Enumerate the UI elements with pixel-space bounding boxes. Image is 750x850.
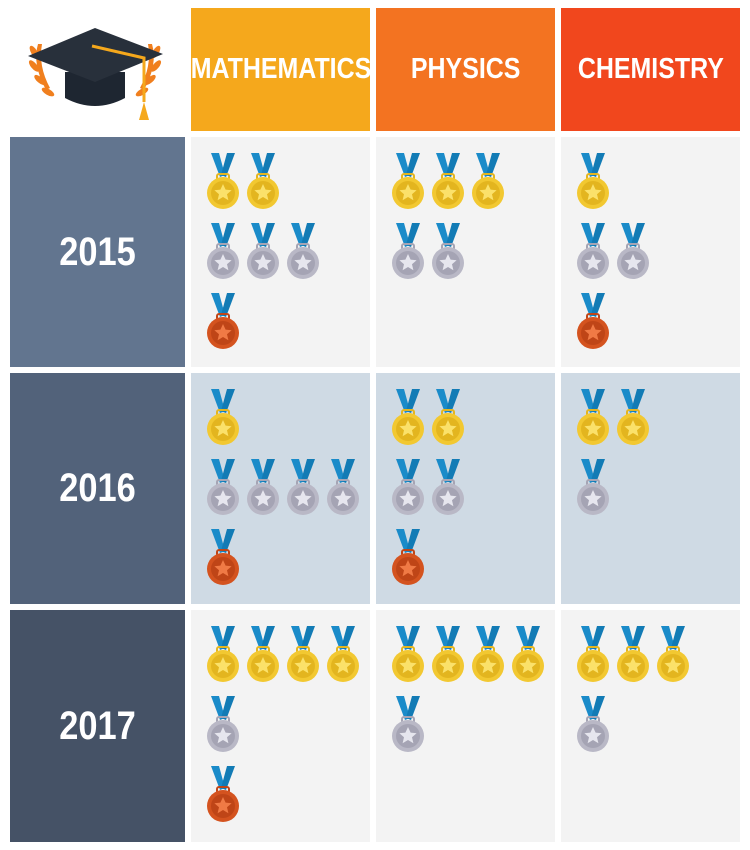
- gold-medal-icon: [472, 153, 504, 209]
- cell-2017-mathematics: [191, 610, 370, 842]
- silver-medal-icon: [327, 459, 359, 515]
- bronze-medal-icon: [207, 293, 239, 349]
- silver-medal-icon: [207, 223, 239, 279]
- silver-medal-icon: [207, 459, 239, 515]
- gold-medal-icon: [392, 153, 424, 209]
- bronze-medal-icon: [207, 766, 239, 822]
- cell-2016-physics: [376, 373, 555, 604]
- silver-medal-icon: [392, 223, 424, 279]
- silver-medal-icon: [577, 459, 609, 515]
- column-label: CHEMISTRY: [577, 53, 724, 85]
- gold-medal-icon: [392, 626, 424, 682]
- row-label: 2016: [59, 466, 136, 510]
- row-header-2016: 2016: [10, 373, 185, 604]
- row-header-2015: 2015: [10, 137, 185, 367]
- silver-medal-icon: [207, 696, 239, 752]
- bronze-medal-icon: [577, 293, 609, 349]
- column-header-chemistry: CHEMISTRY: [561, 8, 740, 131]
- row-label: 2015: [59, 229, 136, 274]
- gold-medal-icon: [432, 389, 464, 445]
- silver-medal-icon: [392, 696, 424, 752]
- column-label: MATHEMATICS: [190, 53, 371, 85]
- gold-medal-icon: [247, 153, 279, 209]
- cell-2015-chemistry: [561, 137, 740, 367]
- cell-2017-chemistry: [561, 610, 740, 842]
- graduation-cap-icon: [28, 28, 163, 120]
- row-label: 2017: [59, 703, 136, 748]
- gold-medal-icon: [392, 389, 424, 445]
- column-label: PHYSICS: [410, 53, 521, 85]
- silver-medal-icon: [247, 223, 279, 279]
- gold-medal-icon: [432, 626, 464, 682]
- silver-medal-icon: [577, 696, 609, 752]
- silver-medal-icon: [577, 223, 609, 279]
- gold-medal-icon: [512, 626, 544, 682]
- gold-medal-icon: [657, 626, 689, 682]
- gold-medal-icon: [247, 626, 279, 682]
- cell-2016-chemistry: [561, 373, 740, 604]
- silver-medal-icon: [287, 459, 319, 515]
- gold-medal-icon: [207, 389, 239, 445]
- gold-medal-icon: [617, 626, 649, 682]
- cell-2015-mathematics: [191, 137, 370, 367]
- gold-medal-icon: [432, 153, 464, 209]
- silver-medal-icon: [432, 459, 464, 515]
- column-header-mathematics: MATHEMATICS: [190, 8, 371, 131]
- cell-2015-physics: [376, 137, 555, 367]
- gold-medal-icon: [207, 626, 239, 682]
- gold-medal-icon: [577, 153, 609, 209]
- silver-medal-icon: [247, 459, 279, 515]
- gold-medal-icon: [207, 153, 239, 209]
- cell-2016-mathematics: [191, 373, 370, 604]
- gold-medal-icon: [287, 626, 319, 682]
- gold-medal-icon: [617, 389, 649, 445]
- gold-medal-icon: [472, 626, 504, 682]
- gold-medal-icon: [577, 626, 609, 682]
- bronze-medal-icon: [207, 529, 239, 585]
- silver-medal-icon: [392, 459, 424, 515]
- column-header-physics: PHYSICS: [376, 8, 555, 131]
- bronze-medal-icon: [392, 529, 424, 585]
- cell-2017-physics: [376, 610, 555, 842]
- row-header-2017: 2017: [10, 610, 185, 842]
- silver-medal-icon: [287, 223, 319, 279]
- gold-medal-icon: [327, 626, 359, 682]
- gold-medal-icon: [577, 389, 609, 445]
- silver-medal-icon: [617, 223, 649, 279]
- silver-medal-icon: [432, 223, 464, 279]
